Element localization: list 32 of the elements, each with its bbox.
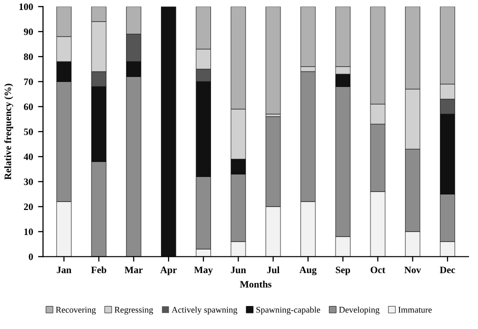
x-tick-label: Mar — [124, 266, 143, 274]
legend-label: Developing — [339, 306, 380, 315]
x-axis-title: Months — [240, 280, 272, 288]
y-tick-label: 60 — [24, 104, 33, 110]
x-tick-label: Jun — [230, 266, 246, 274]
legend-label: Recovering — [56, 306, 96, 315]
legend-label: Regressing — [114, 306, 154, 315]
y-tick-label: 40 — [24, 154, 33, 160]
x-tick-label: Sep — [336, 266, 350, 276]
y-tick-label: 30 — [24, 178, 33, 186]
y-tick-label: 90 — [24, 28, 33, 36]
y-tick-label: 10 — [24, 228, 33, 236]
x-tick-label: Jan — [56, 266, 72, 274]
x-tick-label: Feb — [91, 266, 106, 274]
x-tick-label: Oct — [370, 266, 386, 274]
y-tick-label: 20 — [24, 204, 33, 210]
y-axis-title: Relative frequency (%) — [4, 84, 14, 180]
x-tick-label: Jul — [267, 266, 280, 274]
x-tick-label: Dec — [440, 266, 456, 274]
legend-label: Spawning-capable — [256, 306, 320, 315]
y-tick-label: 70 — [24, 78, 33, 86]
x-tick-label: May — [194, 266, 213, 276]
bar — [266, 6, 281, 114]
legend-label: Actively spawning — [172, 306, 238, 315]
y-tick-label: 100 — [19, 3, 33, 10]
y-tick-label: 50 — [24, 128, 33, 136]
legend-label: Immature — [398, 306, 432, 313]
x-tick-label: Aug — [299, 266, 317, 276]
x-tick-label: Nov — [404, 266, 422, 274]
x-tick-label: Apr — [160, 266, 177, 276]
y-tick-label: 0 — [28, 254, 33, 260]
y-tick-label: 80 — [24, 53, 33, 60]
